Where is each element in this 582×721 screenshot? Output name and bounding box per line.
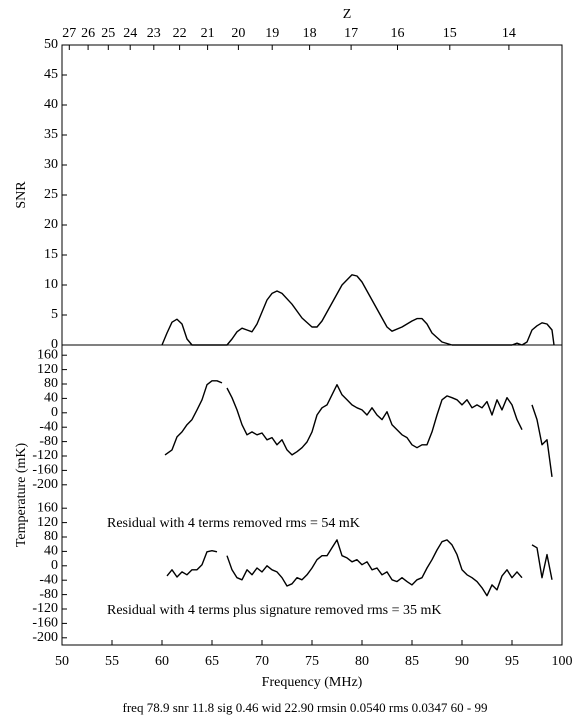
x2-tick-label: 24 <box>123 26 137 41</box>
y-tick-label: -80 <box>39 587 58 602</box>
x-tick-label: 75 <box>305 654 319 669</box>
data-line <box>166 539 553 597</box>
y-tick-label: 20 <box>44 217 58 232</box>
x-tick-label: 85 <box>405 654 419 669</box>
x2-tick-label: 26 <box>81 26 95 41</box>
y-tick-label: 160 <box>37 347 58 362</box>
top-axis-label: Z <box>343 7 352 22</box>
y-tick-label: -80 <box>39 434 58 449</box>
y-tick-label: 10 <box>44 277 58 292</box>
y-tick-label: 120 <box>37 362 58 377</box>
y-tick-label: 35 <box>44 127 58 142</box>
x-tick-label: 95 <box>505 654 519 669</box>
y-tick-label: 80 <box>44 529 58 544</box>
y-tick-label: 0 <box>51 337 58 352</box>
y-tick-label: 0 <box>51 405 58 420</box>
y-tick-label: 120 <box>37 515 58 530</box>
y-axis-label: Temperature (mK) <box>14 442 29 547</box>
footer: freq 78.9 snr 11.8 sig 0.46 wid 22.90 rm… <box>123 700 488 715</box>
y-tick-label: 0 <box>51 558 58 573</box>
x2-tick-label: 23 <box>147 26 161 41</box>
y-tick-label: 40 <box>44 97 58 112</box>
x2-tick-label: 25 <box>101 26 115 41</box>
annotation: Residual with 4 terms plus signature rem… <box>107 603 442 618</box>
y-tick-label: 160 <box>37 500 58 515</box>
annotation: Residual with 4 terms removed rms = 54 m… <box>107 516 360 531</box>
y-tick-label: 80 <box>44 376 58 391</box>
x2-tick-label: 16 <box>391 26 405 41</box>
x2-tick-label: 20 <box>231 26 245 41</box>
x-tick-label: 80 <box>355 654 369 669</box>
y-tick-label: -40 <box>39 419 58 434</box>
x2-tick-label: 18 <box>303 26 317 41</box>
x2-tick-label: 27 <box>62 26 76 41</box>
x-tick-label: 90 <box>455 654 469 669</box>
x2-tick-label: 17 <box>344 26 358 41</box>
x-tick-label: 55 <box>105 654 119 669</box>
x2-tick-label: 19 <box>265 26 279 41</box>
x-tick-label: 100 <box>552 654 573 669</box>
y-tick-label: -160 <box>32 463 58 478</box>
x-tick-label: 50 <box>55 654 69 669</box>
x2-tick-label: 15 <box>443 26 457 41</box>
y-tick-label: -200 <box>32 630 58 645</box>
x-tick-label: 70 <box>255 654 269 669</box>
y-tick-label: -160 <box>32 616 58 631</box>
x2-tick-label: 21 <box>201 26 215 41</box>
x2-tick-label: 14 <box>502 26 516 41</box>
y-tick-label: 40 <box>44 391 58 406</box>
data-line <box>161 274 555 346</box>
x-axis-label: Frequency (MHz) <box>262 675 363 690</box>
y-tick-label: 25 <box>44 187 58 202</box>
x-tick-label: 60 <box>155 654 169 669</box>
x-tick-label: 65 <box>205 654 219 669</box>
y-tick-label: -40 <box>39 572 58 587</box>
y-tick-label: 40 <box>44 544 58 559</box>
y-tick-label: 50 <box>44 37 58 52</box>
y-tick-label: -120 <box>32 601 58 616</box>
x2-tick-label: 22 <box>173 26 187 41</box>
y-tick-label: 15 <box>44 247 58 262</box>
y-tick-label: 5 <box>51 307 58 322</box>
y-tick-label: -200 <box>32 477 58 492</box>
y-tick-label: 30 <box>44 157 58 172</box>
y-tick-label: -120 <box>32 448 58 463</box>
data-line <box>164 380 553 477</box>
y-axis-label: SNR <box>14 181 29 209</box>
y-tick-label: 45 <box>44 67 58 82</box>
